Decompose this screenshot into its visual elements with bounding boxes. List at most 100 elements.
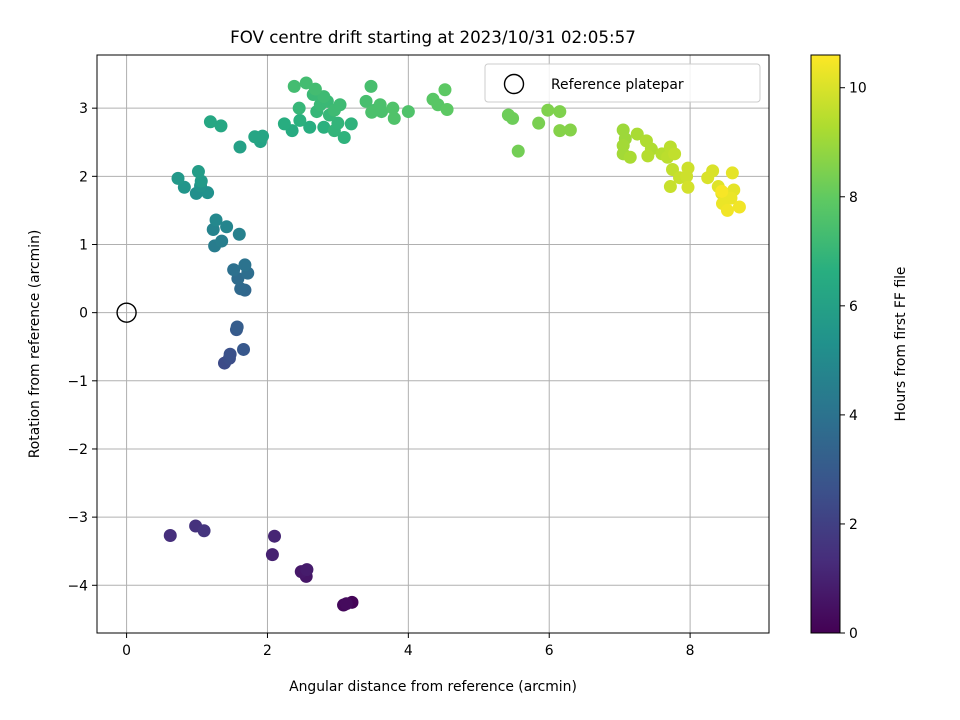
x-tick-label: 0 <box>122 643 131 659</box>
data-point <box>365 105 379 119</box>
data-point <box>237 342 251 356</box>
data-point <box>339 597 353 611</box>
data-point <box>300 563 314 577</box>
data-point <box>375 105 389 119</box>
data-point <box>317 120 331 134</box>
data-point <box>706 164 720 178</box>
legend-box <box>484 63 761 103</box>
data-point <box>438 83 452 97</box>
data-point <box>293 113 307 127</box>
data-point <box>725 166 739 180</box>
data-point <box>623 150 637 164</box>
y-tick-label: 3 <box>79 101 88 117</box>
legend-label: Reference platepar <box>551 77 684 93</box>
data-point <box>209 213 223 227</box>
x-tick-label: 2 <box>263 643 272 659</box>
data-point <box>720 203 734 217</box>
data-point <box>191 165 205 179</box>
data-point <box>333 98 347 112</box>
data-point <box>732 200 746 214</box>
y-tick-label: 0 <box>79 306 88 322</box>
data-point <box>680 169 694 183</box>
data-point <box>344 117 358 131</box>
colorbar-gradient <box>810 54 841 634</box>
y-tick-label: −1 <box>68 374 88 390</box>
data-point <box>230 320 244 334</box>
data-point <box>227 263 241 277</box>
data-point <box>401 105 415 119</box>
data-point <box>215 234 229 248</box>
data-point <box>317 90 331 104</box>
data-point <box>681 180 695 194</box>
data-point <box>511 144 525 158</box>
data-point <box>359 94 373 108</box>
colorbar-tick-label: 2 <box>849 517 858 533</box>
data-point <box>220 220 234 234</box>
y-axis-ticks: −4 −3 −2 −1 0 1 2 3 <box>68 101 97 594</box>
x-tick-label: 4 <box>404 643 413 659</box>
data-point <box>364 79 378 93</box>
data-point <box>292 101 306 115</box>
x-axis-ticks: 0 2 4 6 8 <box>122 633 695 659</box>
data-point <box>256 129 270 143</box>
data-point <box>277 117 291 131</box>
data-point <box>234 282 248 296</box>
reference-platepar-marker <box>116 302 137 323</box>
data-point <box>232 227 246 241</box>
y-tick-label: 1 <box>79 237 88 253</box>
y-tick-label: −2 <box>68 442 88 458</box>
data-point <box>532 116 546 130</box>
data-points <box>163 76 746 612</box>
data-point <box>553 105 567 119</box>
colorbar: 0 2 4 6 8 10 Hours from first FF file <box>810 54 909 642</box>
data-point <box>214 119 228 133</box>
data-point <box>203 115 217 129</box>
x-axis-label: Angular distance from reference (arcmin) <box>289 679 577 695</box>
data-point <box>265 548 279 562</box>
chart-title: FOV centre drift starting at 2023/10/31 … <box>230 27 636 47</box>
data-point <box>663 180 677 194</box>
data-point <box>268 529 282 543</box>
x-tick-label: 6 <box>545 643 554 659</box>
data-point <box>223 347 237 361</box>
colorbar-tick-label: 10 <box>849 81 867 97</box>
y-tick-label: −3 <box>68 510 88 526</box>
data-point <box>299 76 313 90</box>
data-point <box>541 103 555 117</box>
data-point <box>630 127 644 141</box>
data-point <box>197 524 211 538</box>
data-point <box>386 101 400 115</box>
data-point <box>553 124 567 138</box>
colorbar-tick-label: 8 <box>849 190 858 206</box>
y-tick-label: −4 <box>68 578 89 594</box>
plot-frame <box>96 54 770 634</box>
data-point <box>506 111 520 125</box>
data-point <box>337 130 351 144</box>
colorbar-ticks: 0 2 4 6 8 10 <box>840 81 867 642</box>
data-point <box>440 103 454 117</box>
data-point <box>287 79 301 93</box>
legend: Reference platepar <box>484 63 761 103</box>
data-point <box>641 149 655 163</box>
data-point <box>331 116 345 130</box>
data-point <box>668 147 682 161</box>
y-axis-label: Rotation from reference (arcmin) <box>27 230 43 459</box>
data-point <box>308 82 322 96</box>
colorbar-label: Hours from first FF file <box>893 267 909 422</box>
data-point <box>563 123 577 137</box>
data-point <box>715 184 729 198</box>
grid-lines <box>97 55 769 633</box>
y-tick-label: 2 <box>79 169 88 185</box>
data-point <box>238 258 252 272</box>
x-tick-label: 8 <box>686 643 695 659</box>
colorbar-tick-label: 4 <box>849 408 858 424</box>
colorbar-tick-label: 6 <box>849 299 858 315</box>
colorbar-tick-label: 0 <box>849 626 858 642</box>
legend-marker-open-circle <box>503 73 525 95</box>
data-point <box>303 120 317 134</box>
data-point <box>387 111 401 125</box>
data-point <box>163 529 177 543</box>
data-point <box>171 171 185 185</box>
data-point <box>233 140 247 154</box>
